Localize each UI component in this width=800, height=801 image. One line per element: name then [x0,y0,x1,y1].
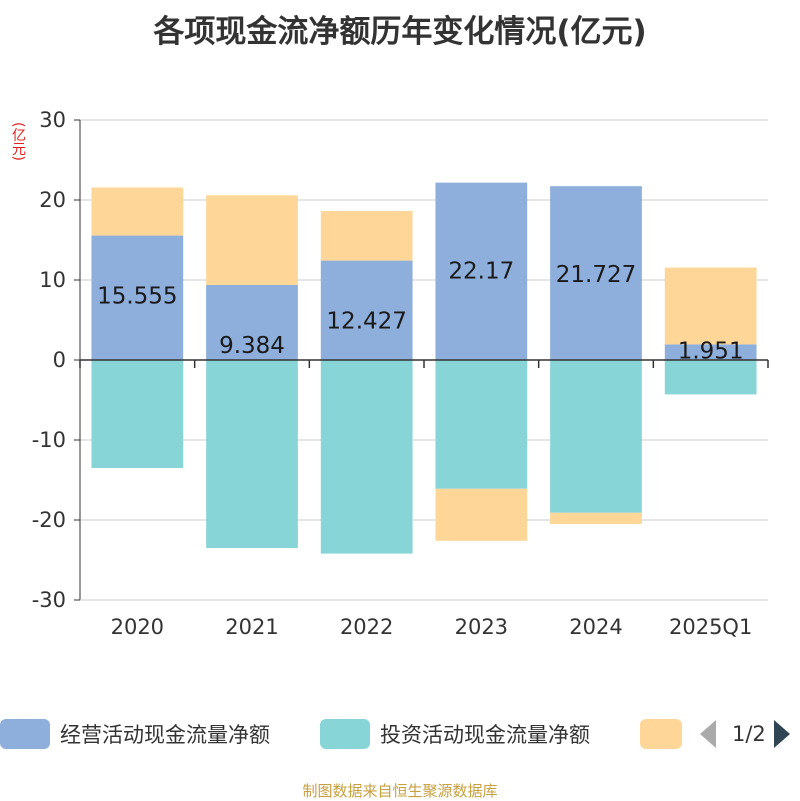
pager-prev-icon[interactable] [700,720,716,748]
y-tick-label: -10 [32,428,66,452]
bar-2023-series-0[interactable] [435,182,528,360]
legend-label-investing: 投资活动现金流量净额 [380,723,590,747]
data-labels: 15.555 9.384 12.427 22.17 21.727 1.951 [97,259,744,365]
x-tick-label-2025Q1: 2025Q1 [669,615,752,639]
bar-2023-series-1[interactable] [435,360,528,489]
legend-item-investing[interactable]: 投资活动现金流量净额 [320,716,590,752]
x-tick-label-2023: 2023 [455,615,508,639]
y-axis-unit: (亿元) [10,122,26,161]
bar-2022-series-1[interactable] [320,360,413,554]
data-label-2024: 21.727 [556,262,636,288]
bar-2020-series-1[interactable] [91,360,184,468]
bar-2021-series-1[interactable] [206,360,298,548]
bar-2021-series-2[interactable] [206,195,298,285]
y-tick-label: -30 [32,588,66,612]
bar-2025Q1-series-0[interactable] [664,344,757,360]
y-tick-label: 30 [39,108,66,132]
legend-swatch-third [640,719,682,749]
bar-2021-series-0[interactable] [206,284,298,360]
y-tick-label: 0 [53,348,66,372]
data-label-2020: 15.555 [97,284,177,310]
pager-next-icon[interactable] [773,720,790,748]
bars [91,182,757,554]
data-source-note: 制图数据来自恒生聚源数据库 [302,782,498,800]
data-label-2025Q1: 1.951 [678,338,744,364]
x-tick-label-2021: 2021 [225,615,278,639]
bar-2024-series-2[interactable] [550,512,642,524]
x-tick-label-2022: 2022 [340,615,393,639]
bar-2024-series-0[interactable] [550,186,642,360]
legend-item-operating[interactable]: 经营活动现金流量净额 [0,716,270,752]
y-tick-label: 20 [39,188,66,212]
x-tick-label-2024: 2024 [569,615,622,639]
bar-chart: 30 20 10 0 -10 -20 -30 2020 2021 2022 2023 2024 2025… [32,108,769,639]
bar-2020-series-2[interactable] [91,187,184,236]
bar-2023-series-2[interactable] [435,488,528,541]
y-tick-label: 10 [39,268,66,292]
data-label-2022: 12.427 [326,309,406,335]
legend-label-operating: 经营活动现金流量净额 [60,723,270,747]
pager-text: 1/2 [732,722,766,746]
legend-pager: 1/2 [700,716,790,752]
data-label-2023: 22.17 [448,259,514,285]
x-tick-label-2020: 2020 [111,615,164,639]
bar-2022-series-2[interactable] [320,210,413,261]
chart-title: 各项现金流净额历年变化情况(亿元) [153,14,647,50]
bar-2024-series-1[interactable] [550,360,642,513]
bar-2025Q1-series-1[interactable] [664,360,757,395]
legend-item-third[interactable] [640,716,682,752]
legend-swatch-investing [320,719,370,749]
data-label-2021: 9.384 [219,333,285,359]
legend-swatch-operating [0,719,50,749]
axes: 30 20 10 0 -10 -20 -30 2020 2021 2022 2023 2024 2025… [32,108,769,639]
bar-2020-series-0[interactable] [91,235,184,360]
legend: 经营活动现金流量净额 投资活动现金流量净额 [0,716,800,752]
bar-2022-series-0[interactable] [320,260,413,360]
bar-2025Q1-series-2[interactable] [664,267,757,345]
y-tick-label: -20 [32,508,66,532]
